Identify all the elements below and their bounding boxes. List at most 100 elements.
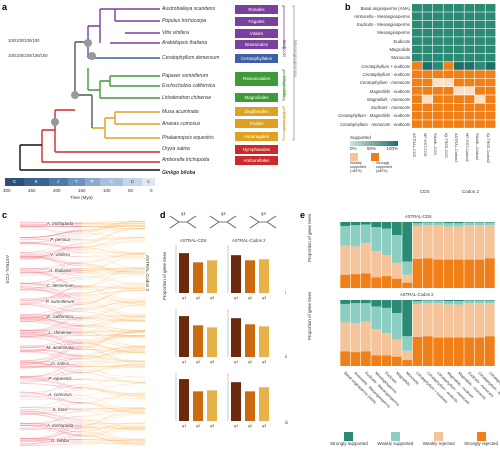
heatmap-cell	[454, 37, 464, 45]
stack-segment	[484, 225, 495, 259]
legend-label: Strongly supported (≥80%)	[376, 161, 392, 173]
gene-tree-line	[20, 319, 83, 333]
stack-segment	[371, 222, 382, 228]
gene-tree-line	[81, 284, 145, 293]
bar-tick-label: q1	[182, 359, 187, 364]
gene-tree-line	[81, 352, 145, 358]
heatmap-cell	[454, 111, 464, 120]
gene-tree-line	[81, 332, 145, 346]
heatmap-cell	[443, 95, 454, 103]
gene-tree-line	[81, 346, 145, 357]
bar-chart: q1 q2 q3	[175, 309, 217, 364]
gene-tree-line	[81, 350, 145, 359]
bar-tick-label: q2	[248, 359, 253, 364]
stack-segment	[381, 255, 392, 277]
gene-tree-line	[20, 325, 83, 333]
gene-tree-line	[20, 423, 83, 432]
heatmap-cell	[412, 70, 422, 79]
gene-tree-line	[81, 299, 145, 318]
heatmap-cell	[443, 20, 454, 29]
order-badge: Ceratophyllales	[235, 54, 278, 63]
stack-segment	[443, 337, 454, 366]
gene-tree-line	[81, 265, 145, 274]
gene-tree-line	[81, 439, 145, 442]
gene-tree-line	[81, 290, 145, 303]
heatmap-cell	[475, 103, 485, 112]
heatmap-cell	[464, 28, 475, 37]
heatmap-row-label: Mesangiosperms	[377, 30, 410, 36]
order-badge: Rosales	[235, 5, 278, 14]
heatmap-cell	[485, 20, 496, 29]
heatmap-cell	[412, 4, 422, 12]
heatmap-cell	[443, 87, 454, 95]
gene-tree-line	[20, 289, 83, 299]
stack-segment	[391, 356, 402, 366]
panel-c-label: c	[2, 210, 8, 220]
gene-tree-line	[81, 241, 145, 250]
gene-tree-line	[20, 304, 83, 313]
heatmap-cell	[464, 20, 475, 29]
quartet-topologies	[169, 215, 277, 229]
gene-tree-line	[20, 242, 83, 251]
gene-tree-line	[20, 424, 83, 441]
legend-tick: 50%	[366, 146, 376, 151]
stack-segment	[402, 274, 413, 283]
bar	[259, 326, 269, 357]
gene-tree-line	[20, 308, 83, 316]
gene-tree-line	[20, 340, 83, 347]
heatmap-cell	[443, 111, 454, 120]
gene-tree-line	[20, 425, 83, 439]
heatmap-cell	[464, 87, 475, 95]
gene-tree-line	[81, 330, 145, 347]
gene-tree-line	[20, 242, 83, 259]
gene-tree-line	[81, 435, 145, 446]
gene-tree-line	[81, 403, 145, 412]
gene-tree-line	[20, 366, 83, 368]
heatmap-cell	[454, 95, 464, 103]
heatmap-cell	[443, 37, 454, 45]
stack-segment	[391, 262, 402, 279]
gene-tree-line	[20, 330, 83, 347]
gene-tree-line	[20, 361, 83, 380]
heatmap-cell	[433, 37, 443, 45]
bar-panel-title: ASTRAL-CDS	[180, 238, 207, 243]
gene-tree-line	[20, 318, 83, 320]
heatmap-cell	[412, 37, 422, 45]
gene-tree-line	[20, 377, 83, 387]
gene-tree-line	[81, 334, 145, 349]
gene-tree-line	[81, 326, 145, 338]
gene-tree-line	[20, 345, 83, 361]
gene-tree-line	[20, 352, 83, 360]
heatmap-cell	[433, 95, 443, 103]
gene-tree-line	[81, 392, 145, 411]
heatmap-cell	[422, 45, 433, 54]
heatmap-cell	[475, 120, 485, 128]
gene-tree-line	[81, 288, 145, 305]
topology-label: q2	[221, 211, 226, 216]
legend-swatch	[350, 153, 358, 161]
heatmap-cell	[485, 95, 496, 103]
gene-tree-line	[81, 331, 145, 342]
bar	[245, 324, 255, 357]
gene-tree-line	[81, 411, 145, 426]
stack-segment	[443, 259, 454, 288]
heatmap-cell	[475, 53, 485, 62]
stack-segment	[474, 300, 485, 301]
gene-tree-line	[81, 271, 145, 273]
gene-tree-line	[81, 285, 145, 301]
stack-legend: Strongly supported Weakly supported Weak…	[330, 432, 498, 446]
gene-tree-line	[20, 371, 83, 378]
gene-tree-line	[81, 346, 145, 356]
gene-tree-line	[20, 231, 83, 238]
gene-tree-line	[20, 412, 83, 421]
gene-tree-line	[20, 431, 83, 440]
stack-segment	[474, 222, 485, 226]
y-axis-label: Proportion of gene trees	[162, 251, 167, 300]
gene-tree-line	[81, 316, 145, 333]
gene-tree-line	[20, 319, 83, 326]
heatmap-row-label: Ceratophyllum - Magnoliids - eudicots	[338, 113, 410, 119]
gene-tree-line	[81, 348, 145, 359]
heatmap-cell	[454, 53, 464, 62]
heatmap-cell	[422, 87, 433, 95]
stack-segment	[464, 259, 475, 288]
